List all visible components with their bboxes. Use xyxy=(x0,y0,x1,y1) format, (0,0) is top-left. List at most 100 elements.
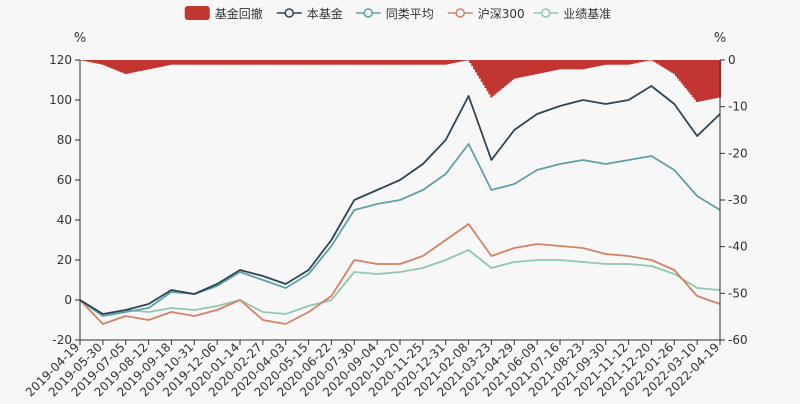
drawdown-bar xyxy=(368,60,371,65)
legend-item-业绩基准[interactable]: 业绩基准 xyxy=(533,7,611,21)
drawdown-bar xyxy=(572,60,575,70)
drawdown-bar xyxy=(444,60,447,65)
drawdown-bar xyxy=(396,60,400,65)
left-tick-label: -20 xyxy=(52,333,72,347)
drawdown-bar xyxy=(676,60,680,79)
drawdown-bar xyxy=(94,60,97,64)
drawdown-bar xyxy=(703,60,706,101)
drawdown-bar xyxy=(240,60,244,65)
drawdown-bar xyxy=(265,60,268,65)
drawdown-bar xyxy=(162,60,166,67)
drawdown-bar xyxy=(494,60,497,95)
drawdown-bar xyxy=(185,60,188,65)
drawdown-bar xyxy=(713,60,716,99)
drawdown-bar xyxy=(488,60,491,95)
legend-item-基金回撤[interactable]: 基金回撤 xyxy=(184,6,263,21)
drawdown-bar xyxy=(522,60,526,77)
drawdown-bar xyxy=(381,60,385,65)
drawdown-bar xyxy=(606,60,609,65)
drawdown-bar xyxy=(257,60,261,65)
left-tick-label: 120 xyxy=(49,53,72,67)
left-axis-unit: % xyxy=(74,31,86,46)
drawdown-bar xyxy=(678,60,682,81)
drawdown-bar xyxy=(617,60,621,65)
drawdown-bar xyxy=(202,60,206,65)
drawdown-bar xyxy=(714,60,718,99)
right-tick-label: -50 xyxy=(728,286,748,300)
drawdown-bar xyxy=(598,60,602,66)
drawdown-bar xyxy=(593,60,596,67)
drawdown-bar xyxy=(707,60,710,100)
left-tick-label: 80 xyxy=(57,133,72,147)
legend-marker xyxy=(284,8,294,18)
drawdown-bar xyxy=(332,60,335,65)
drawdown-bar xyxy=(337,60,341,65)
drawdown-bar xyxy=(301,60,305,65)
drawdown-bar xyxy=(234,60,238,65)
drawdown-bar xyxy=(621,60,625,65)
drawdown-bar xyxy=(629,60,632,65)
drawdown-bar xyxy=(501,60,505,88)
drawdown-bar xyxy=(366,60,369,65)
right-axis-unit: % xyxy=(714,31,726,46)
legend-label: 业绩基准 xyxy=(563,7,611,21)
drawdown-bar xyxy=(650,60,653,61)
drawdown-bar xyxy=(684,60,687,88)
series-line-本基金 xyxy=(79,85,721,315)
drawdown-bar xyxy=(391,60,394,65)
drawdown-bar xyxy=(99,60,103,65)
right-tick-label: -40 xyxy=(728,240,748,254)
drawdown-bar xyxy=(311,60,314,65)
legend-item-本基金[interactable]: 本基金 xyxy=(276,6,343,21)
legend-item-同类平均[interactable]: 同类平均 xyxy=(355,7,434,21)
drawdown-bar xyxy=(419,60,423,65)
drawdown-bar xyxy=(583,60,586,69)
drawdown-bar xyxy=(566,60,569,70)
left-tick-label: 40 xyxy=(57,213,72,227)
drawdown-bar xyxy=(640,60,644,62)
drawdown-bar xyxy=(667,60,670,71)
drawdown-bar xyxy=(158,60,162,67)
right-tick-label: -60 xyxy=(728,333,748,347)
drawdown-bar xyxy=(153,60,156,69)
drawdown-bar xyxy=(711,60,714,99)
drawdown-bar xyxy=(288,60,291,65)
drawdown-bar xyxy=(316,60,320,65)
drawdown-bar xyxy=(455,60,459,63)
legend[interactable]: 基金回撤 本基金 同类平均 沪深300 业绩基准 xyxy=(184,6,612,21)
drawdown-bar xyxy=(164,60,167,66)
drawdown-bar xyxy=(425,60,428,65)
drawdown-bar xyxy=(114,60,118,71)
drawdown-bar xyxy=(490,60,493,98)
drawdown-bar xyxy=(562,60,566,70)
drawdown-bar xyxy=(674,60,678,77)
drawdown-bar xyxy=(680,60,684,84)
drawdown-bar xyxy=(448,60,451,64)
drawdown-bar xyxy=(347,60,350,65)
drawdown-bar xyxy=(120,60,124,73)
drawdown-bar xyxy=(143,60,146,71)
drawdown-bar xyxy=(442,60,446,65)
drawdown-bar xyxy=(410,60,413,65)
drawdown-bar xyxy=(360,60,364,65)
legend-item-沪深300[interactable]: 沪深300 xyxy=(447,7,525,21)
drawdown-bar xyxy=(196,60,200,65)
drawdown-bar xyxy=(303,60,306,65)
drawdown-bar xyxy=(690,60,693,95)
drawdown-bar xyxy=(612,60,615,65)
drawdown-bar xyxy=(335,60,339,65)
drawdown-bar xyxy=(551,60,554,71)
right-tick-label: -10 xyxy=(728,100,748,114)
drawdown-bar xyxy=(307,60,310,65)
drawdown-bar xyxy=(505,60,508,85)
drawdown-bar xyxy=(82,60,86,61)
drawdown-bar xyxy=(602,60,606,66)
drawdown-bar xyxy=(191,60,194,65)
drawdown-bar xyxy=(634,60,638,64)
drawdown-bar xyxy=(473,60,476,70)
drawdown-bar xyxy=(400,60,404,65)
drawdown-bar xyxy=(705,60,708,101)
drawdown-bar xyxy=(623,60,626,65)
drawdown-bar xyxy=(423,60,426,65)
